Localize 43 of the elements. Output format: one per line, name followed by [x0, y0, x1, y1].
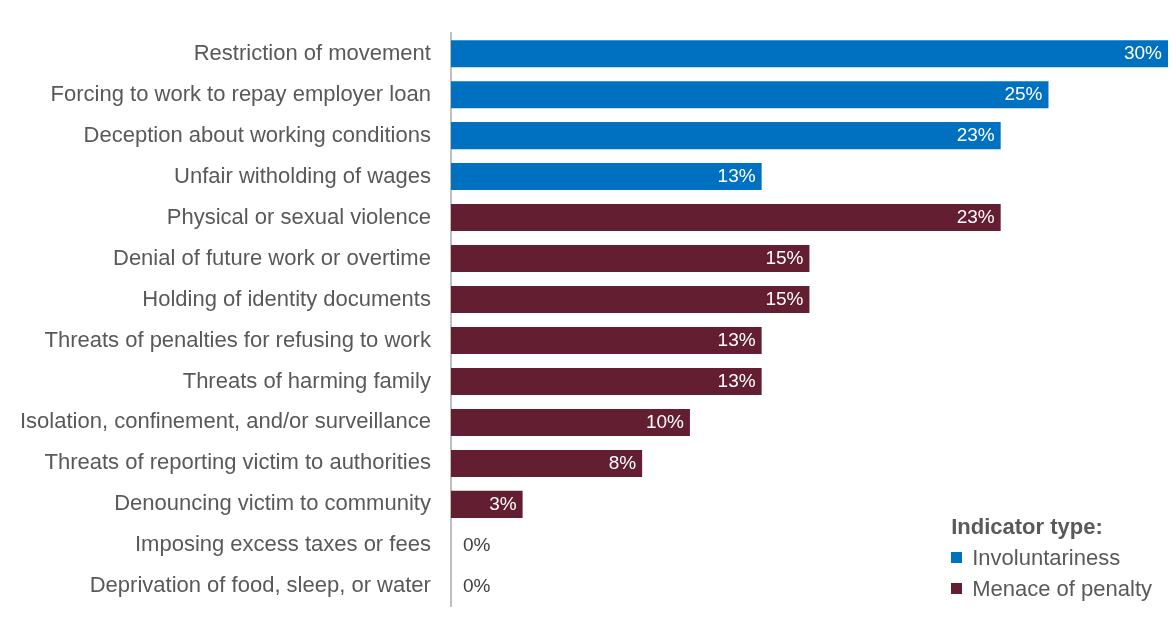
y-tick-label: Denouncing victim to community [114, 490, 431, 516]
data-label: 23% [956, 205, 995, 227]
y-tick-label: Imposing excess taxes or fees [134, 531, 431, 557]
y-tick-label: Denial of future work or overtime [112, 244, 431, 270]
data-label: 0% [462, 574, 491, 596]
data-label: 13% [717, 369, 756, 391]
data-label: 30% [1123, 41, 1163, 63]
bar [450, 449, 643, 477]
y-tick-label: Deception about working conditions [83, 121, 431, 147]
data-label: 0% [462, 533, 491, 555]
y-tick-label: Threats of harming family [182, 367, 431, 393]
data-label: 15% [765, 246, 804, 268]
bar [450, 122, 1001, 150]
data-label: 13% [717, 164, 756, 186]
bar [450, 163, 762, 191]
y-tick-label: Threats of penalties for refusing to work [44, 326, 432, 352]
legend-label: Menace of penalty [971, 575, 1152, 603]
bar [450, 490, 523, 518]
bar [450, 245, 810, 273]
bar [450, 81, 1049, 109]
data-label: 23% [956, 123, 995, 145]
bar [450, 326, 762, 355]
y-tick-label: Physical or sexual violence [166, 203, 431, 229]
y-tick-label: Deprivation of food, sleep, or water [89, 572, 431, 598]
data-label: 3% [489, 492, 517, 514]
data-label: 10% [645, 410, 685, 432]
legend-label: Involuntariness [971, 544, 1122, 572]
y-tick-label: Isolation, confinement, and/or surveillance [19, 408, 431, 434]
data-label: 15% [765, 287, 804, 309]
bar [450, 367, 762, 395]
y-tick-label: Unfair witholding of wages [174, 162, 431, 188]
data-label: 25% [1004, 82, 1043, 104]
bar [450, 204, 1001, 232]
data-label: 8% [608, 451, 637, 473]
y-tick-label: Forcing to work to repay employer loan [50, 80, 431, 106]
data-label: 13% [717, 328, 756, 350]
y-tick-label: Threats of reporting victim to authorities [44, 449, 431, 475]
y-tick-label: Holding of identity documents [142, 285, 431, 311]
bar [450, 40, 1168, 68]
y-tick-label: Restriction of movement [193, 39, 431, 65]
bar [450, 285, 810, 314]
bar [450, 408, 690, 436]
legend-title: Indicator type: [951, 513, 1104, 541]
